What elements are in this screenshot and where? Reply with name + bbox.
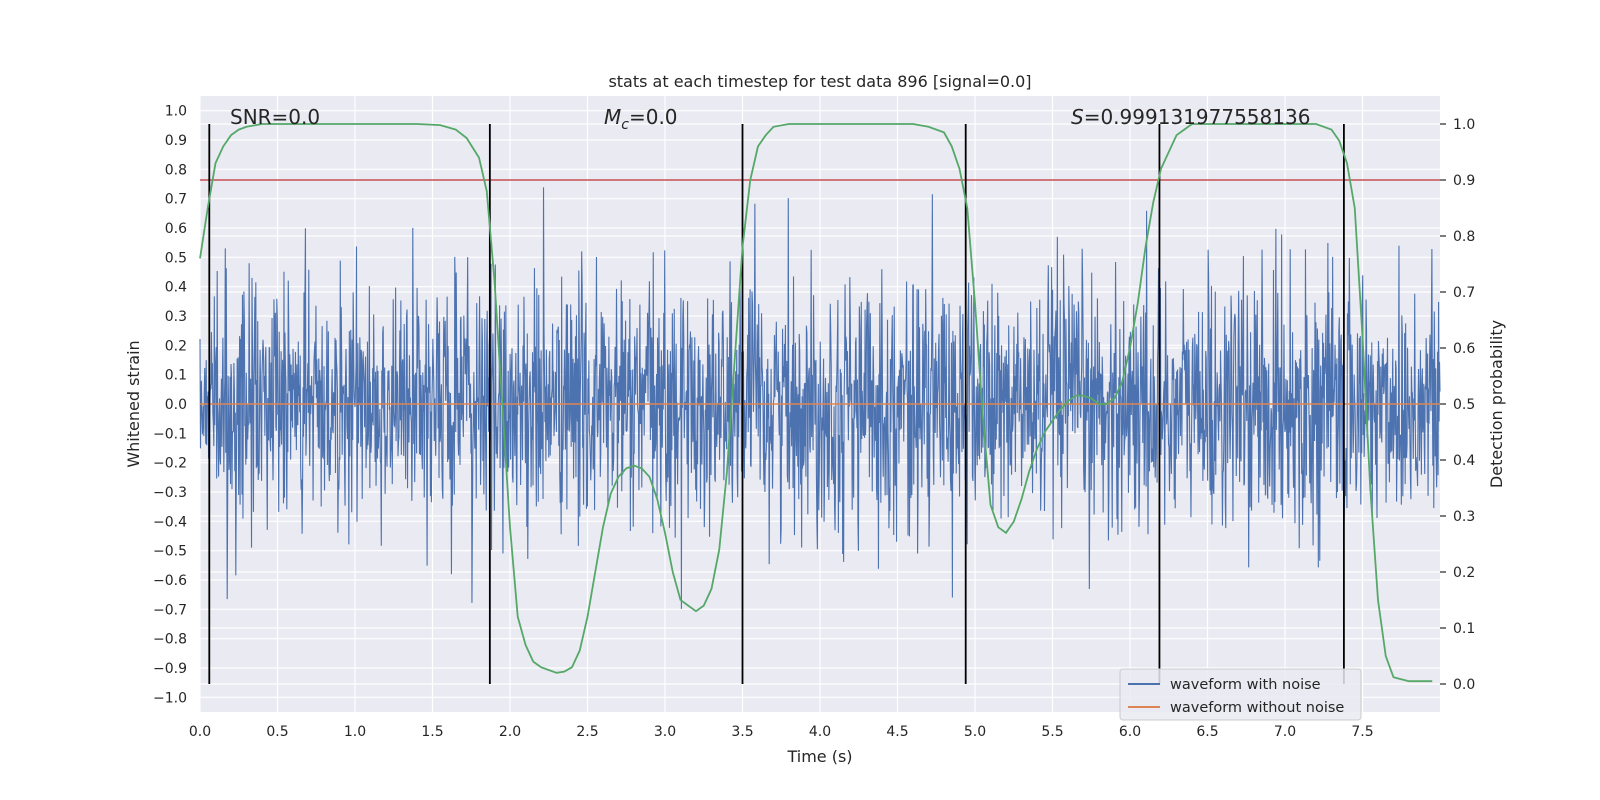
y-tick-label-13: −0.3: [153, 485, 187, 501]
x-tick-label-15: 7.5: [1351, 724, 1373, 740]
x-tick-label-4: 2.0: [499, 724, 521, 740]
y-tick-label-12: −0.2: [153, 456, 187, 472]
y-tick-label-11: −0.1: [153, 426, 187, 442]
series-waveform-with-noise: [199, 187, 1441, 609]
x-tick-label-14: 7.0: [1274, 724, 1296, 740]
y2-tick-label-4: 0.6: [1453, 341, 1475, 357]
y2-tick-label-6: 0.4: [1453, 453, 1475, 469]
y-tick-label-4: 0.6: [165, 221, 187, 237]
annotation-chirp-mass-symbol: M: [604, 105, 621, 129]
legend: waveform with noise waveform without noi…: [1119, 668, 1362, 721]
y2-tick-label-10: 0.0: [1453, 677, 1475, 693]
y2-tick-label-8: 0.2: [1453, 565, 1475, 581]
x-tick-label-12: 6.0: [1119, 724, 1141, 740]
y-tick-label-20: −1.0: [153, 690, 187, 706]
y-tick-label-2: 0.8: [165, 162, 187, 178]
y-tick-label-17: −0.7: [153, 602, 187, 618]
y-tick-label-3: 0.7: [165, 192, 187, 208]
y-tick-label-0: 1.0: [165, 104, 187, 120]
y-tick-label-15: −0.5: [153, 544, 187, 560]
y2-tick-label-7: 0.3: [1453, 509, 1475, 525]
annotation-chirp-mass-value: =0.0: [629, 105, 678, 129]
x-tick-label-0: 0.0: [189, 724, 211, 740]
y-tick-label-1: 0.9: [165, 133, 187, 149]
annotation-snr: SNR=0.0: [230, 105, 320, 129]
waveform-with-noise-line: [199, 187, 1441, 609]
annotation-chirp-mass-subscript: c: [621, 117, 629, 133]
y-axis-ticks: 1.0 0.9 0.8 0.7 0.6 0.5 0.4 0.3 0.2 0.1 0.0 −0.1 −0.…: [153, 104, 187, 707]
x-axis-label: Time (s): [786, 747, 852, 766]
annotation-score: S=0.999131977558136: [1071, 105, 1310, 129]
y-tick-label-18: −0.8: [153, 632, 187, 648]
x-tick-label-3: 1.5: [421, 724, 443, 740]
y-tick-label-16: −0.6: [153, 573, 187, 589]
y2-tick-label-1: 0.9: [1453, 173, 1475, 189]
x-tick-label-2: 1.0: [344, 724, 366, 740]
x-tick-label-7: 3.5: [731, 724, 753, 740]
y2-axis-ticks: 1.0 0.9 0.8 0.7 0.6 0.5 0.4 0.3 0.2 0.1 0.0: [1440, 117, 1475, 693]
y-axis-label: Whitened strain: [124, 340, 143, 467]
x-tick-label-1: 0.5: [266, 724, 288, 740]
y2-tick-label-9: 0.1: [1453, 621, 1475, 637]
x-tick-label-10: 5.0: [964, 724, 986, 740]
y2-tick-label-3: 0.7: [1453, 285, 1475, 301]
y-tick-label-14: −0.4: [153, 514, 187, 530]
y2-tick-label-2: 0.8: [1453, 229, 1475, 245]
detection-probability-line: [199, 123, 1433, 683]
y-tick-label-7: 0.3: [165, 309, 187, 325]
series-detection-probability: [199, 123, 1433, 683]
x-tick-label-8: 4.0: [809, 724, 831, 740]
annotation-score-value: =0.999131977558136: [1084, 105, 1311, 129]
y2-axis-label: Detection probability: [1487, 320, 1506, 488]
annotation-chirp-mass: Mc=0.0: [604, 105, 678, 133]
annotation-score-symbol: S: [1071, 105, 1084, 129]
x-tick-label-9: 4.5: [886, 724, 908, 740]
y-tick-label-10: 0.0: [165, 397, 187, 413]
y2-tick-label-0: 1.0: [1453, 117, 1475, 133]
y-tick-label-5: 0.5: [165, 250, 187, 266]
x-tick-label-5: 2.5: [576, 724, 598, 740]
y2-tick-label-5: 0.5: [1453, 397, 1475, 413]
y-tick-label-8: 0.2: [165, 338, 187, 354]
x-tick-label-6: 3.0: [654, 724, 676, 740]
x-tick-label-13: 6.5: [1196, 724, 1218, 740]
legend-label-clean: waveform without noise: [1170, 700, 1344, 716]
legend-box: [1119, 668, 1362, 721]
chart-title: stats at each timestep for test data 896…: [608, 72, 1031, 91]
y-tick-label-6: 0.4: [165, 280, 187, 296]
x-axis-ticks: 0.0 0.5 1.0 1.5 2.0 2.5 3.0 3.5 4.0 4.5 5.0 5.5 6.0 6…: [189, 724, 1374, 740]
legend-label-noise: waveform with noise: [1170, 677, 1321, 693]
y-tick-label-9: 0.1: [165, 368, 187, 384]
x-tick-label-11: 5.5: [1041, 724, 1063, 740]
y-tick-label-19: −0.9: [153, 661, 187, 677]
